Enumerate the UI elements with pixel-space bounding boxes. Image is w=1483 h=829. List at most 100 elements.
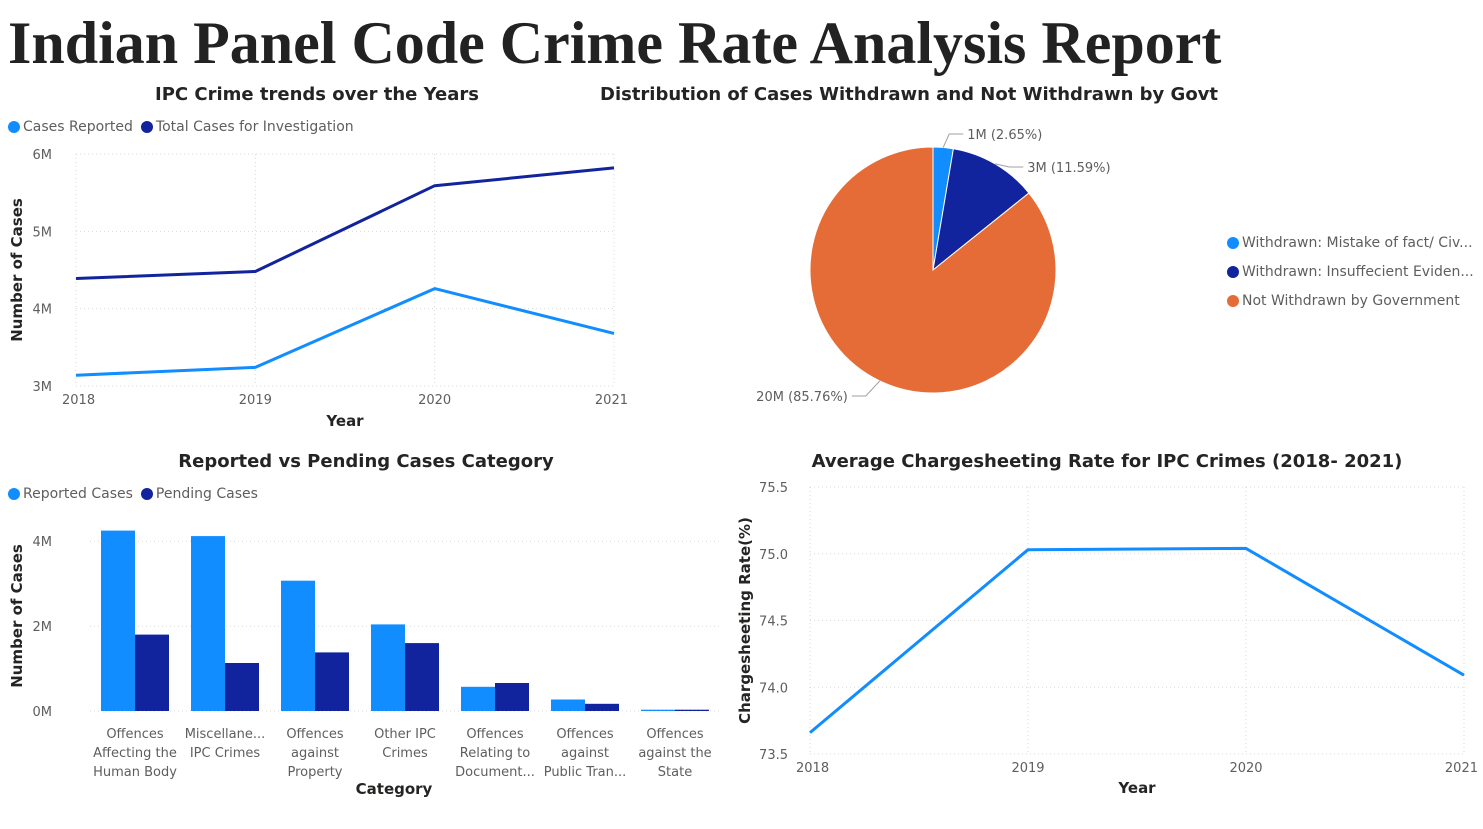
legend-item-reported-cases[interactable]: Reported Cases: [8, 486, 133, 502]
bar: [225, 663, 259, 711]
x-tick-label: Relating to: [460, 746, 530, 761]
pie-data-label: 20M (85.76%): [756, 390, 848, 405]
trend-legend: Cases Reported Total Cases for Investiga…: [8, 119, 362, 135]
x-tick-label: 2021: [595, 393, 628, 408]
x-axis-title: Year: [1117, 779, 1156, 797]
legend-label: Pending Cases: [155, 486, 258, 502]
legend-item-cases-reported[interactable]: Cases Reported: [8, 119, 133, 135]
legend-item-not-withdrawn[interactable]: Not Withdrawn by Government: [1227, 286, 1474, 315]
chargesheet-line-chart: 73.5 74.0 74.5 75.0 75.5 2018 2019 2020 2021 Year…: [736, 481, 1478, 797]
bar: [551, 699, 585, 711]
bar: [641, 709, 675, 711]
x-tick-label: Affecting the: [93, 746, 177, 761]
x-tick-label: 2020: [418, 393, 451, 408]
legend-item-total-cases[interactable]: Total Cases for Investigation: [140, 119, 354, 135]
series-line: [75, 166, 615, 280]
x-tick-label: against the: [638, 746, 711, 761]
legend-label: Withdrawn: Insuffecient Eviden...: [1242, 263, 1474, 280]
legend-label: Reported Cases: [23, 486, 133, 502]
x-tick-label: 2018: [62, 393, 95, 408]
x-tick-label: 2019: [1011, 761, 1044, 776]
y-tick-label: 0M: [33, 705, 53, 720]
x-tick-label: Offences: [556, 727, 614, 742]
legend-dot: [1227, 294, 1239, 307]
y-axis-title: Chargesheeting Rate(%): [736, 517, 754, 724]
bar: [101, 530, 135, 711]
x-tick-label: Human Body: [93, 765, 177, 780]
bar: [191, 536, 225, 711]
chargesheet-chart-title: Average Chargesheeting Rate for IPC Crim…: [811, 451, 1403, 472]
bar: [135, 634, 169, 711]
y-tick-label: 2M: [33, 620, 53, 635]
y-tick-label: 3M: [33, 380, 53, 395]
bar: [315, 652, 349, 711]
series-line: [75, 287, 615, 377]
category-legend: Reported Cases Pending Cases: [8, 486, 266, 502]
trend-chart-title: IPC Crime trends over the Years: [155, 84, 479, 105]
legend-dot: [140, 121, 153, 133]
bar: [371, 624, 405, 711]
y-tick-label: 74.5: [759, 615, 788, 630]
pie-leader-line: [995, 163, 1024, 168]
legend-dot: [1227, 265, 1239, 278]
legend-dot: [8, 488, 20, 500]
y-tick-label: 75.0: [759, 548, 788, 563]
legend-dot: [1227, 236, 1239, 249]
x-tick-label: Offences: [106, 727, 164, 742]
x-tick-label: IPC Crimes: [190, 746, 261, 761]
x-tick-label: Offences: [286, 727, 344, 742]
x-axis-title: Year: [325, 412, 364, 430]
pie-leader-line: [942, 133, 964, 148]
x-tick-label: Offences: [646, 727, 704, 742]
bar: [461, 686, 495, 711]
legend-label: Withdrawn: Mistake of fact/ Civ...: [1242, 234, 1473, 251]
category-chart-title: Reported vs Pending Cases Category: [178, 451, 554, 472]
legend-dot: [8, 121, 20, 133]
bar: [675, 709, 709, 711]
x-tick-label: Offences: [466, 727, 524, 742]
x-tick-label: against: [291, 746, 339, 761]
y-tick-label: 5M: [33, 225, 53, 240]
bar: [405, 643, 439, 711]
x-tick-label: State: [658, 765, 692, 780]
trend-line-chart: 3M 4M 5M 6M 2018 2019 2020 2021 Year Number of Ca…: [8, 148, 628, 430]
y-tick-label: 74.0: [759, 681, 788, 696]
y-tick-label: 6M: [33, 148, 53, 163]
legend-item-pending-cases[interactable]: Pending Cases: [140, 486, 258, 502]
bar: [281, 580, 315, 711]
report-title: Indian Panel Code Crime Rate Analysis Re…: [8, 10, 1222, 76]
legend-item-withdrawn-insufficient[interactable]: Withdrawn: Insuffecient Eviden...: [1227, 257, 1474, 286]
legend-label: Not Withdrawn by Government: [1242, 292, 1460, 309]
bar: [585, 703, 619, 711]
pie-data-label: 1M (2.65%): [967, 128, 1042, 143]
x-tick-label: Document...: [455, 765, 535, 780]
x-tick-label: 2018: [796, 761, 829, 776]
x-tick-label: Public Tran...: [544, 765, 627, 780]
x-tick-label: Other IPC: [374, 727, 436, 742]
y-axis-title: Number of Cases: [8, 198, 26, 342]
x-tick-label: Crimes: [382, 746, 428, 761]
legend-label: Total Cases for Investigation: [155, 119, 354, 135]
legend-item-withdrawn-mistake[interactable]: Withdrawn: Mistake of fact/ Civ...: [1227, 228, 1474, 257]
x-tick-label: against: [561, 746, 609, 761]
series-line: [809, 546, 1465, 734]
x-tick-label: 2019: [239, 393, 272, 408]
x-tick-label: 2020: [1229, 761, 1262, 776]
x-axis-title: Category: [356, 780, 433, 798]
pie-leader-line: [851, 380, 881, 397]
pie-chart-title: Distribution of Cases Withdrawn and Not …: [600, 84, 1219, 105]
legend-label: Cases Reported: [23, 119, 133, 135]
category-bar-chart: 0M 2M 4M Offences Affecting the Human Body Mis…: [8, 530, 720, 798]
pie-data-label: 3M (11.59%): [1027, 161, 1110, 176]
bar: [495, 683, 529, 711]
x-tick-label: Property: [287, 765, 342, 780]
x-tick-label: 2021: [1445, 761, 1478, 776]
y-tick-label: 4M: [33, 303, 53, 318]
x-tick-label: Miscellane...: [185, 727, 266, 742]
y-tick-label: 4M: [33, 535, 53, 550]
legend-dot: [140, 488, 153, 500]
pie-chart: 1M (2.65%) 3M (11.59%) 20M (85.76%): [756, 128, 1110, 405]
pie-legend: Withdrawn: Mistake of fact/ Civ... Withd…: [1227, 228, 1474, 315]
y-axis-title: Number of Cases: [8, 544, 26, 688]
y-tick-label: 75.5: [759, 481, 788, 496]
